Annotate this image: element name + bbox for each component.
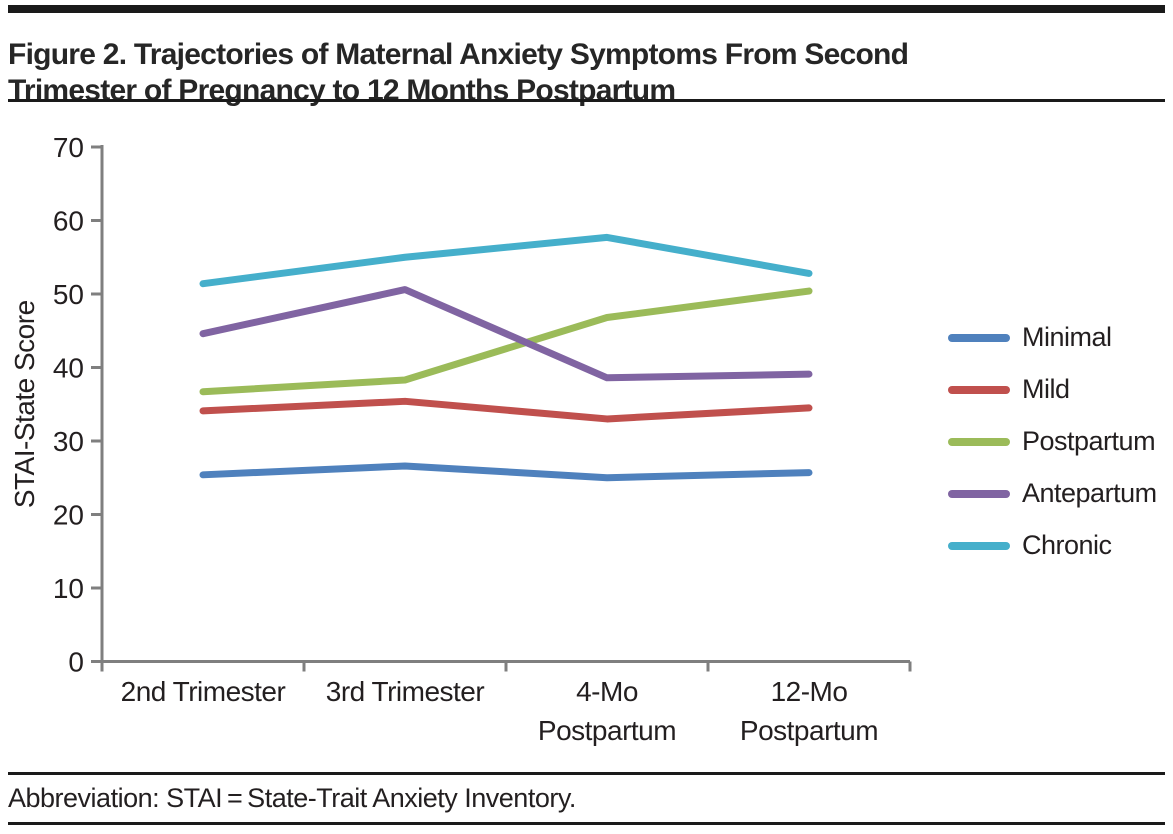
legend-label: Chronic [1022, 530, 1112, 560]
bottom-rule [8, 822, 1165, 825]
chart-line-antepartum [199, 286, 813, 382]
y-tick-label: 40 [53, 353, 84, 384]
legend-item-chronic: Chronic [948, 530, 1157, 560]
chart-line-chronic [199, 233, 813, 288]
y-tick-label: 30 [53, 426, 84, 457]
chart-legend: Minimal Mild Postpartum Antepartum Chronic [948, 322, 1157, 584]
y-tick-label: 70 [53, 132, 84, 163]
x-category-label: 3rd Trimester [326, 676, 485, 707]
chart-line-postpartum [199, 287, 813, 396]
legend-swatch-mild [948, 385, 1010, 394]
legend-item-antepartum: Antepartum [948, 478, 1157, 508]
legend-swatch-antepartum [948, 489, 1010, 498]
legend-swatch-minimal [948, 333, 1010, 342]
x-category-label: 2nd Trimester [121, 676, 286, 707]
legend-swatch-chronic [948, 541, 1010, 550]
legend-item-minimal: Minimal [948, 322, 1157, 352]
x-category-label: Postpartum [740, 715, 878, 746]
y-tick-label: 10 [53, 573, 84, 604]
top-rule [8, 5, 1165, 13]
x-category-label: Postpartum [538, 715, 676, 746]
legend-label: Mild [1022, 374, 1070, 404]
figure-title-line-1: Figure 2. Trajectories of Maternal Anxie… [8, 38, 909, 72]
legend-label: Minimal [1022, 322, 1112, 352]
chart-line-mild [199, 397, 813, 423]
y-tick-label: 50 [53, 279, 84, 310]
y-tick-label: 60 [53, 206, 84, 237]
legend-label: Postpartum [1022, 426, 1156, 456]
y-tick-label: 20 [53, 500, 84, 531]
legend-swatch-postpartum [948, 437, 1010, 446]
y-axis-title: STAI-State Score [9, 300, 40, 508]
x-category-label: 12-Mo [771, 676, 848, 707]
footer-divider-rule [8, 772, 1165, 775]
x-category-label: 4-Mo [576, 676, 638, 707]
legend-item-mild: Mild [948, 374, 1157, 404]
legend-label: Antepartum [1022, 478, 1157, 508]
title-divider-rule [8, 99, 1165, 102]
y-tick-label: 0 [68, 647, 84, 678]
chart-line-minimal [199, 462, 813, 482]
legend-item-postpartum: Postpartum [948, 426, 1157, 456]
abbreviation-note: Abbreviation: STAI = State-Trait Anxiety… [8, 783, 576, 813]
